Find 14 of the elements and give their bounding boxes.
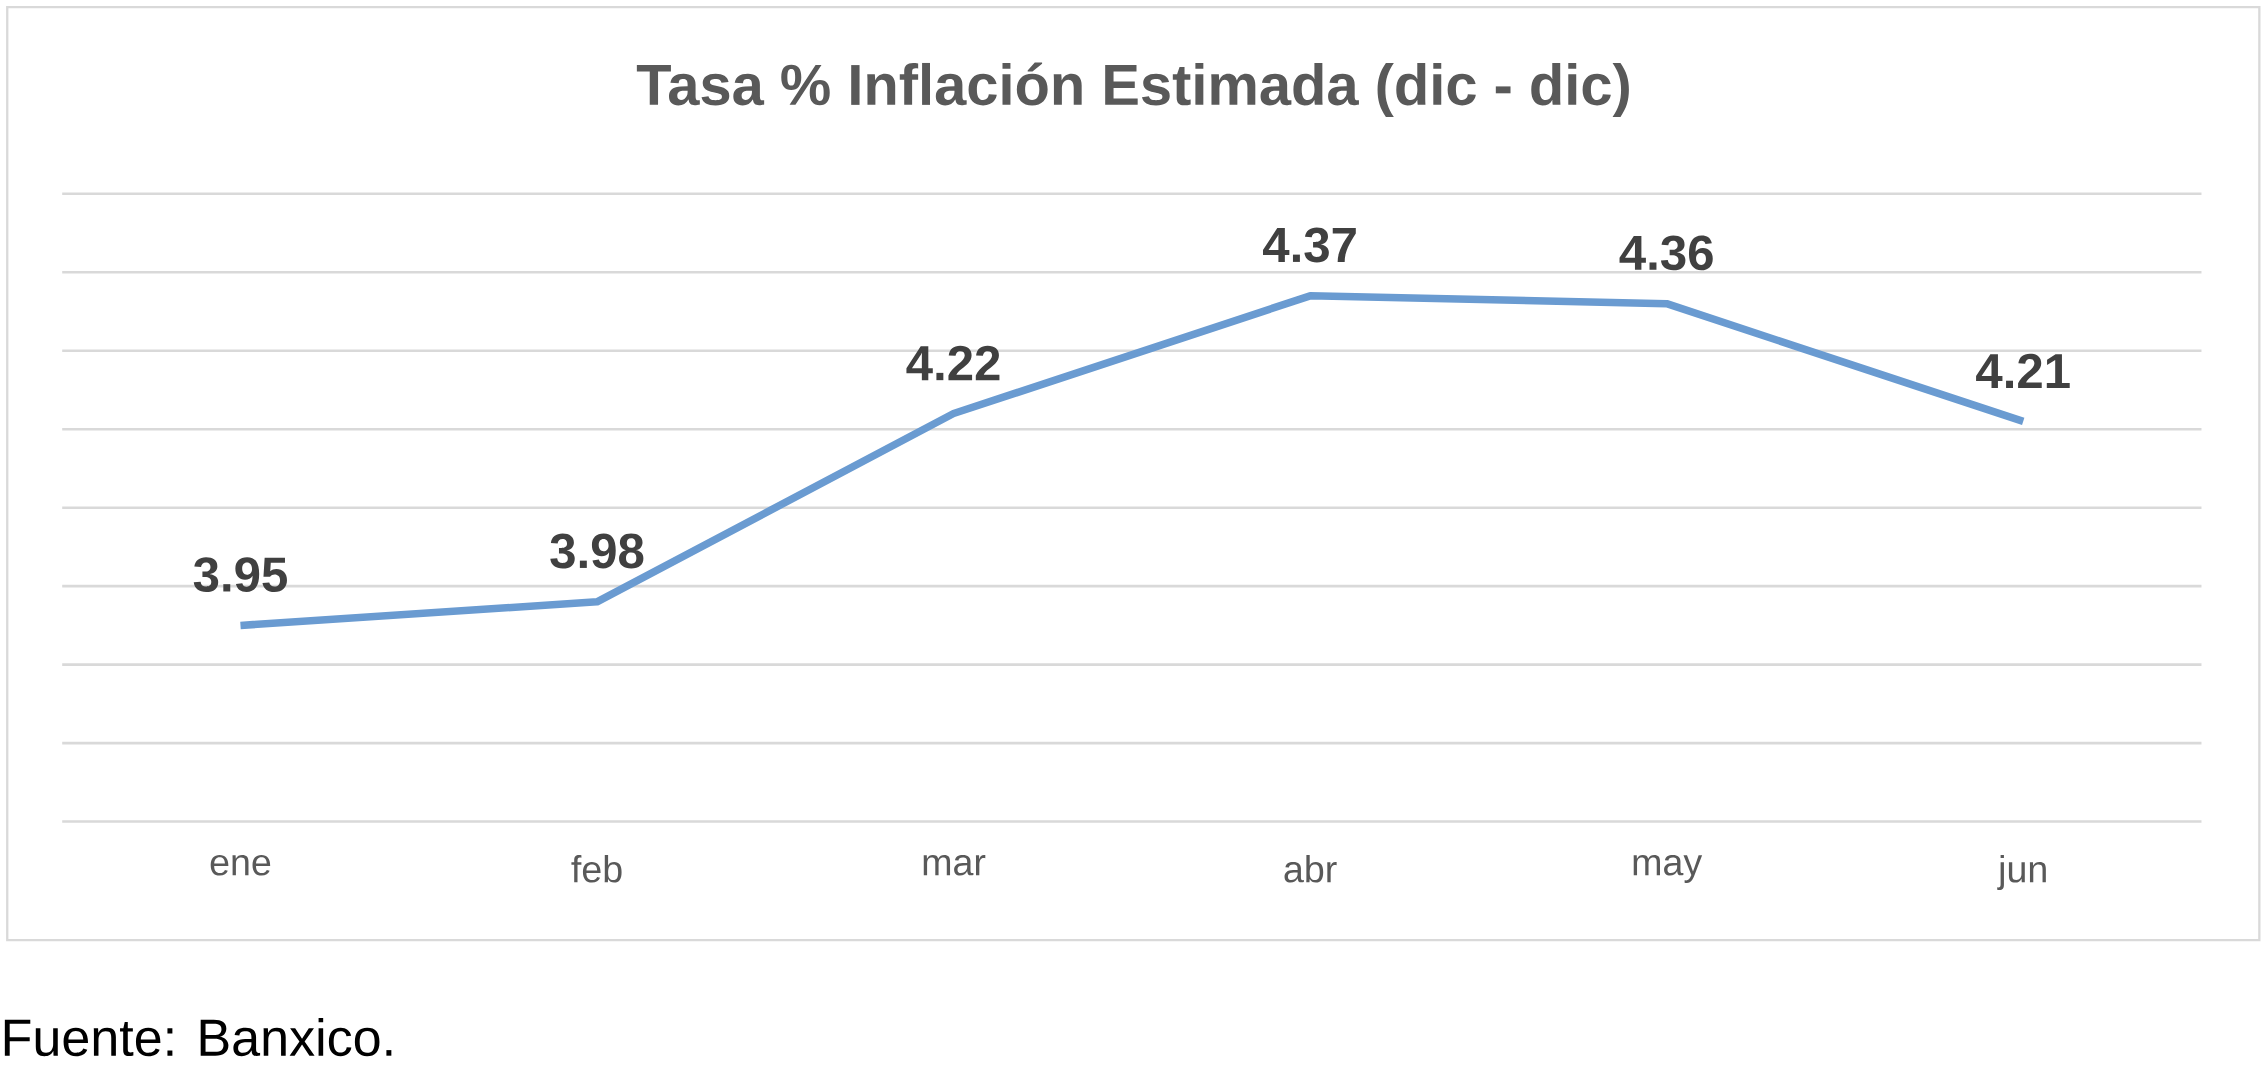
data-label: 3.95 <box>193 557 287 593</box>
data-label: 3.98 <box>550 533 644 569</box>
x-tick-label: feb <box>571 855 622 883</box>
x-tick-label: mar <box>923 855 986 876</box>
data-label: 4.21 <box>1976 353 2070 389</box>
x-tick-label: ene <box>210 855 271 876</box>
data-label: 4.22 <box>906 345 1000 381</box>
data-label: 4.37 <box>1262 227 1356 263</box>
x-tick-label: jun <box>1997 855 2046 891</box>
chart-title: Tasa % Inflación Estimada (dic - dic) <box>636 62 1629 118</box>
x-tick-label: abr <box>1284 855 1337 883</box>
x-tick-label: may <box>1633 855 1703 884</box>
source-note: Fuente: Banxico. <box>4 1018 392 1057</box>
data-label: 4.36 <box>1619 235 1713 271</box>
